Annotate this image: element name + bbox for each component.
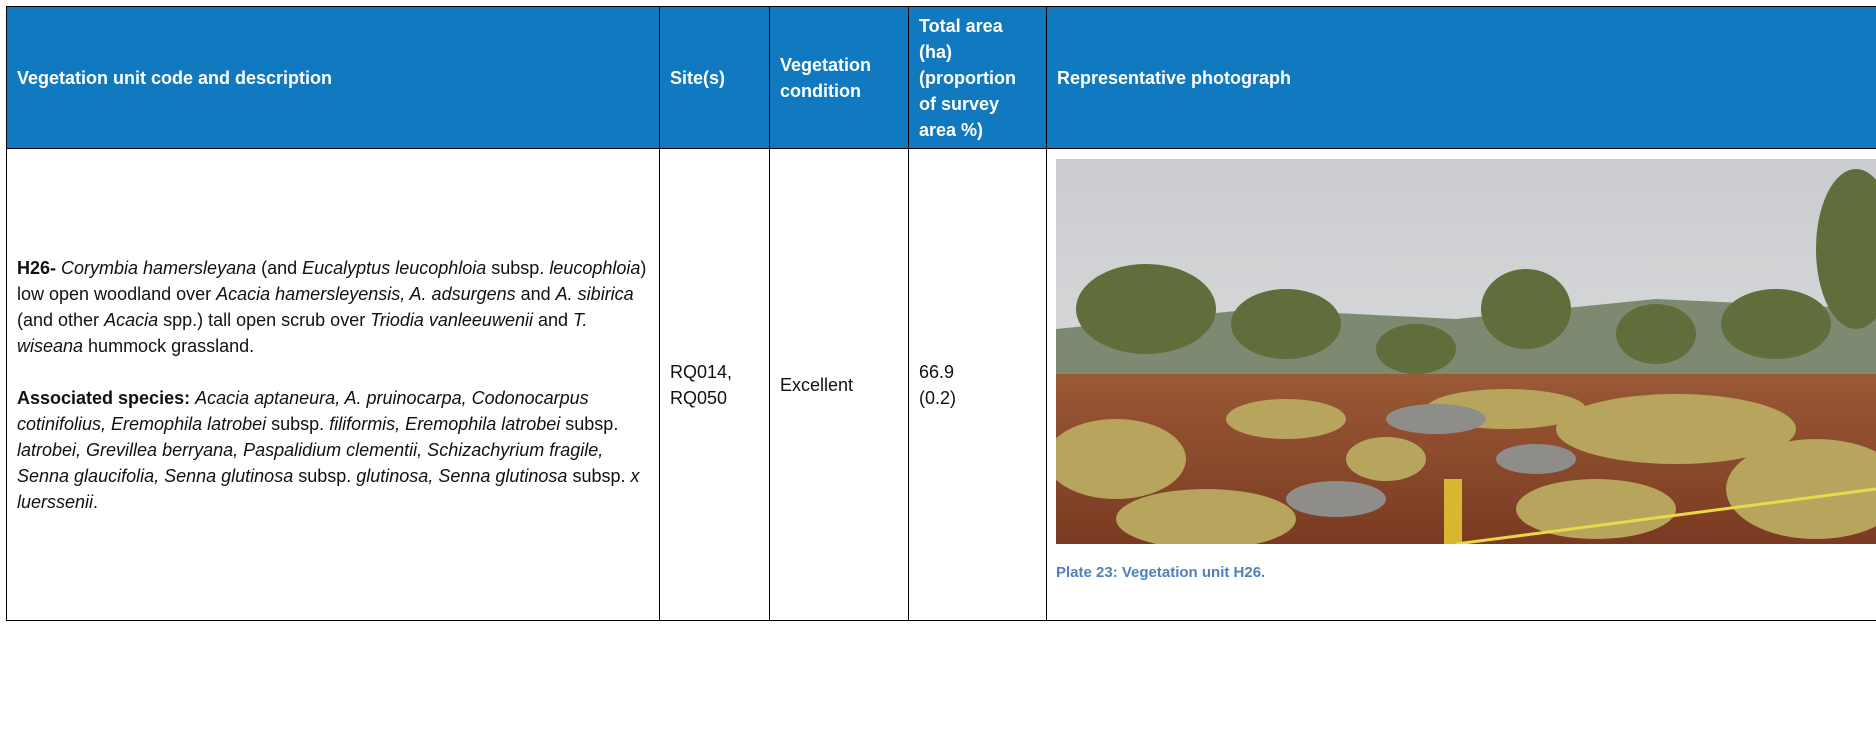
header-row: Vegetation unit code and description Sit… xyxy=(6,6,1876,149)
header-cell: Total area (ha) (proportion of survey ar… xyxy=(908,6,1047,149)
text-run: Eucalyptus leucophloia xyxy=(302,257,487,278)
area-proportion: (0.2) xyxy=(919,387,957,408)
text-run: glutinosa, Senna glutinosa xyxy=(356,465,568,486)
sites-cell: RQ014, RQ050 xyxy=(659,148,770,621)
text-run: (and xyxy=(256,257,303,278)
description-paragraph: Associated species: Acacia aptaneura, A.… xyxy=(17,385,649,515)
condition-cell: Excellent xyxy=(769,148,909,621)
text-run: Acacia aptaneura, A. pruinocarpa, Codono… xyxy=(17,387,589,434)
text-run: Triodia vanleeuwenii xyxy=(370,309,533,330)
text-run: H26- xyxy=(17,257,62,278)
description-paragraph: H26- Corymbia hamersleyana (and Eucalypt… xyxy=(17,255,649,359)
text-run: . xyxy=(93,491,99,512)
text-run: A. sibirica xyxy=(555,283,634,304)
photograph xyxy=(1056,159,1876,544)
text-run: and xyxy=(532,309,574,330)
text-run: Corymbia hamersleyana xyxy=(61,257,257,278)
text-run: ) low open woodland over xyxy=(17,257,647,304)
text-run: latrobei, Grevillea berryana, Paspalidiu… xyxy=(17,439,604,486)
area-cell: 66.9 (0.2) xyxy=(908,148,1047,621)
text-run: subsp. xyxy=(486,257,550,278)
area-value: 66.9 xyxy=(919,361,955,382)
text-run: Acacia xyxy=(104,309,159,330)
text-run: leucophloia xyxy=(549,257,641,278)
text-run: x luerssenii xyxy=(17,465,640,512)
text-run: spp.) tall open scrub over xyxy=(158,309,371,330)
text-run: subsp. xyxy=(560,413,619,434)
text-run: T. wiseana xyxy=(17,309,588,356)
header-cell: Vegetation condition xyxy=(769,6,909,149)
photo-cell: Plate 23: Vegetation unit H26. xyxy=(1046,148,1876,621)
text-run: filiformis, Eremophila latrobei xyxy=(329,413,561,434)
text-run: Associated species: xyxy=(17,387,196,408)
text-run: Acacia hamersleyensis, A. adsurgens xyxy=(216,283,516,304)
text-run: subsp. xyxy=(266,413,330,434)
header-cell: Site(s) xyxy=(659,6,770,149)
text-run: hummock grassland. xyxy=(83,335,255,356)
vegetation-table: Vegetation unit code and description Sit… xyxy=(6,6,1876,621)
text-run: subsp. xyxy=(567,465,631,486)
header-cell: Representative photograph xyxy=(1046,6,1876,149)
text-run: and xyxy=(515,283,556,304)
text-run: subsp. xyxy=(293,465,357,486)
description-cell: H26- Corymbia hamersleyana (and Eucalypt… xyxy=(6,148,660,621)
text-run: (and other xyxy=(17,309,105,330)
body-row: H26- Corymbia hamersleyana (and Eucalypt… xyxy=(6,148,1876,621)
photo-caption: Plate 23: Vegetation unit H26. xyxy=(1056,564,1266,581)
header-cell: Vegetation unit code and description xyxy=(6,6,660,149)
